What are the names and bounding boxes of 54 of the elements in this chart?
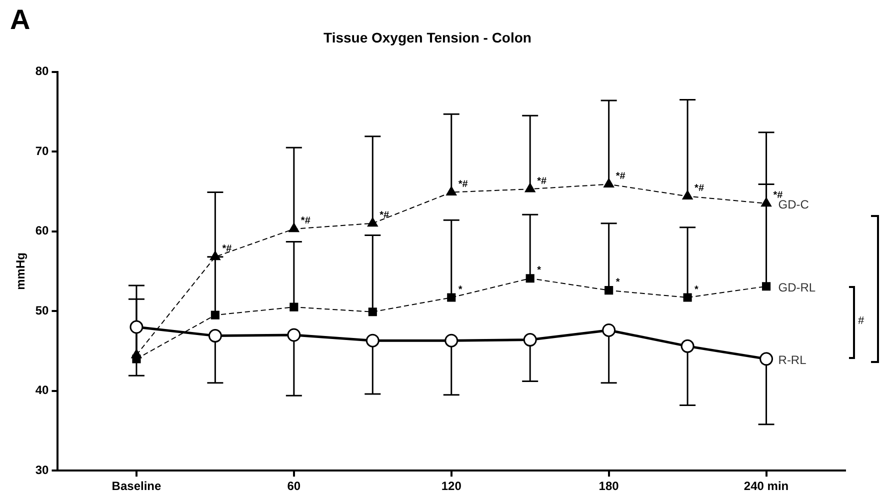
point — [762, 282, 771, 291]
annotation: * — [694, 284, 699, 296]
point — [288, 223, 300, 232]
point — [761, 198, 772, 207]
annotation: * — [537, 265, 542, 276]
y-tick-label: 70 — [35, 144, 50, 158]
y-axis-title: mmHg — [14, 252, 28, 290]
annotation: *# — [300, 216, 311, 227]
point — [682, 190, 693, 200]
point — [602, 323, 616, 337]
annotation: * — [616, 277, 620, 288]
y-tick-label: 50 — [35, 303, 50, 318]
point — [287, 328, 301, 342]
point — [683, 293, 692, 302]
point — [604, 286, 614, 295]
point — [526, 274, 534, 283]
x-tick-label: 180 — [598, 479, 620, 494]
point — [131, 349, 142, 358]
annotation: *# — [537, 176, 547, 187]
y-tick-label: 40 — [35, 383, 50, 398]
annotation: * — [458, 284, 462, 296]
point — [604, 178, 614, 188]
x-tick-label: Baseline — [112, 479, 162, 494]
point — [208, 329, 222, 343]
y-tick-label: 30 — [35, 462, 50, 477]
point — [446, 186, 456, 196]
point — [525, 183, 536, 192]
text: A — [10, 4, 30, 36]
series-label: R-RL — [778, 353, 807, 368]
annotation: *# — [222, 244, 232, 255]
x-tick-label: 240 min — [744, 479, 789, 494]
point — [210, 251, 220, 260]
point — [523, 333, 537, 347]
chart-title: Tissue Oxygen Tension - Colon — [324, 29, 532, 46]
series-label: GD-RL — [778, 280, 816, 295]
point — [210, 310, 220, 320]
point — [680, 339, 694, 353]
annotation: *# — [458, 178, 468, 190]
text: # — [858, 314, 864, 327]
x-tick-label: 120 — [441, 479, 462, 494]
point — [447, 293, 456, 302]
annotation: *# — [380, 210, 390, 222]
point — [368, 308, 377, 316]
x-tick-label: 60 — [287, 479, 301, 494]
y-tick-label: 80 — [35, 64, 50, 78]
point — [444, 334, 458, 348]
annotation: *# — [694, 182, 704, 194]
point — [366, 334, 380, 348]
annotation: *# — [616, 171, 626, 182]
point — [368, 218, 378, 227]
point — [760, 352, 774, 366]
point — [290, 302, 298, 312]
y-tick-label: 60 — [35, 224, 50, 238]
point — [130, 320, 144, 334]
